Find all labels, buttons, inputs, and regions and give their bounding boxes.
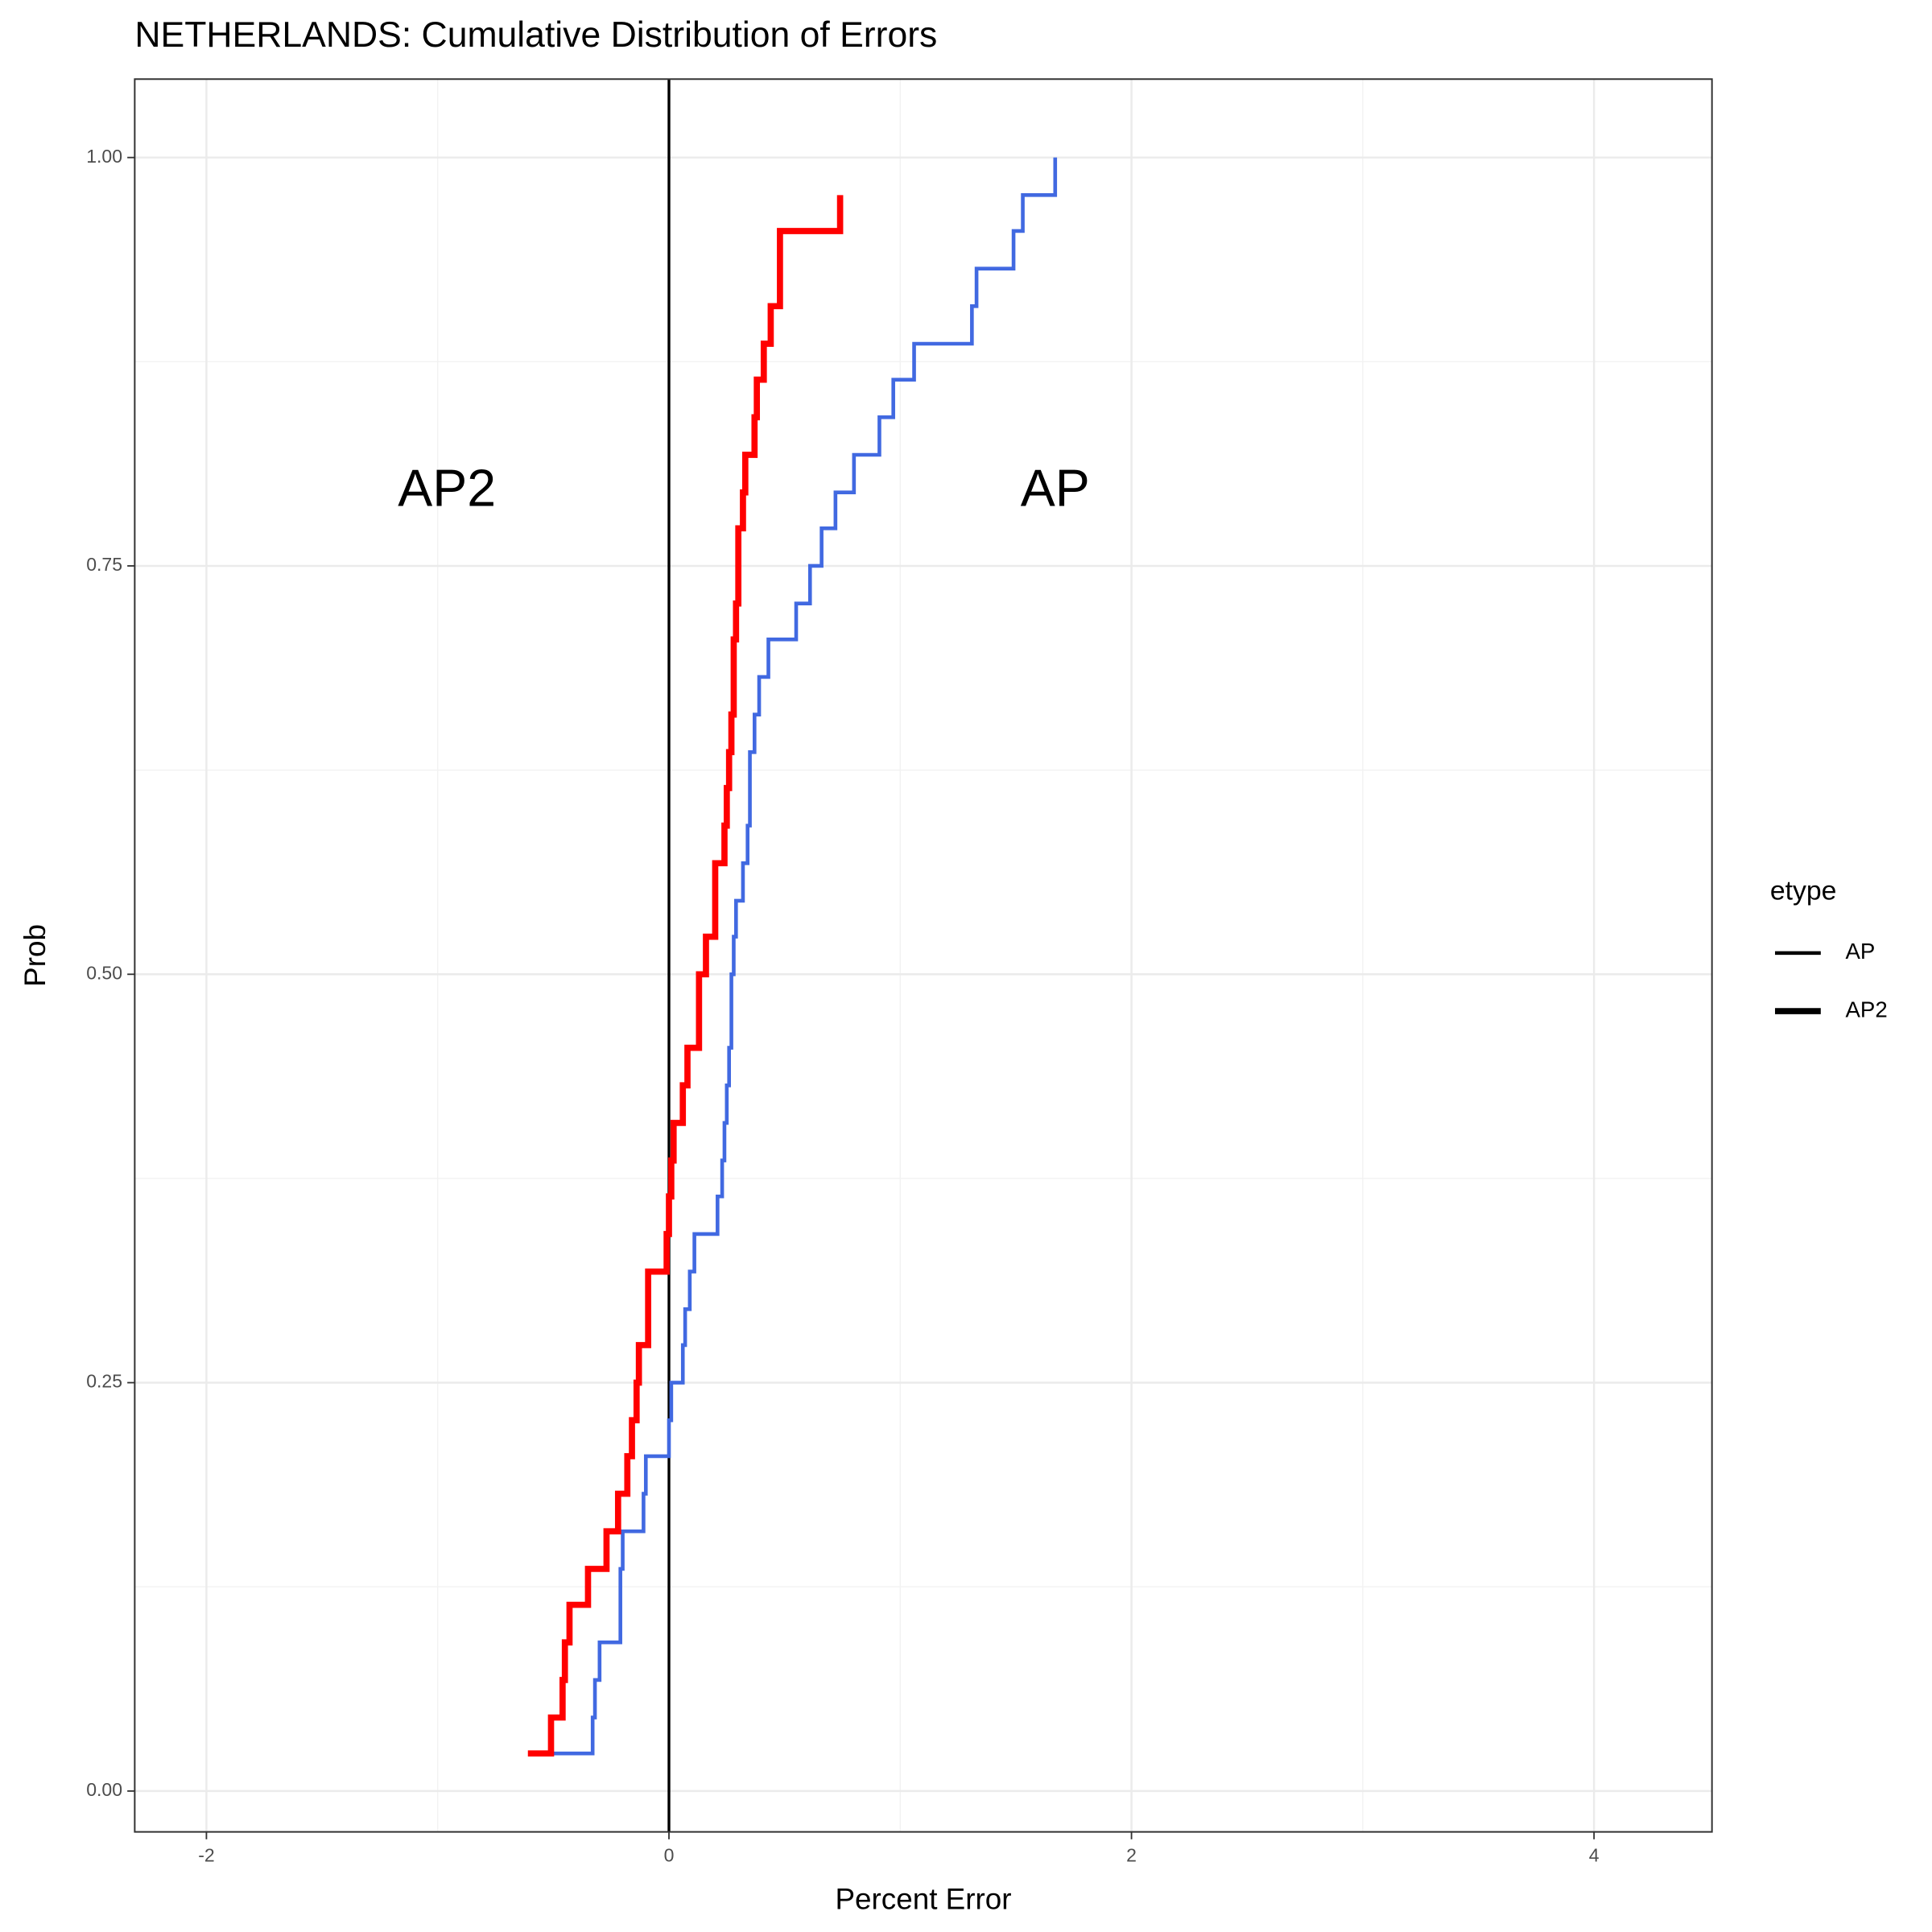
y-tick-label: 1.00 xyxy=(86,146,122,167)
y-tick-label: 0.00 xyxy=(86,1779,122,1800)
x-tick-label: -2 xyxy=(198,1844,214,1865)
legend-title: etype xyxy=(1770,876,1837,906)
x-tick-label: 4 xyxy=(1589,1844,1600,1865)
plot-border xyxy=(134,78,1713,1833)
y-axis-title: Prob xyxy=(19,924,52,987)
ecdf-line xyxy=(551,157,1058,1756)
annotation: AP xyxy=(1021,460,1090,518)
legend-label: AP xyxy=(1846,939,1876,964)
y-tick-label: 0.75 xyxy=(86,554,122,575)
chart-title: NETHERLANDS: Cumulative Distribution of … xyxy=(134,15,937,55)
y-tick-label: 0.50 xyxy=(86,962,122,983)
y-tick-label: 0.25 xyxy=(86,1371,122,1392)
legend-label: AP2 xyxy=(1846,997,1888,1022)
x-axis-title: Percent Error xyxy=(835,1882,1011,1915)
annotation: AP2 xyxy=(398,460,496,518)
ecdf-line xyxy=(527,195,844,1757)
x-tick-label: 0 xyxy=(664,1844,675,1865)
x-tick-label: 2 xyxy=(1126,1844,1137,1865)
plot-background xyxy=(134,79,1712,1832)
